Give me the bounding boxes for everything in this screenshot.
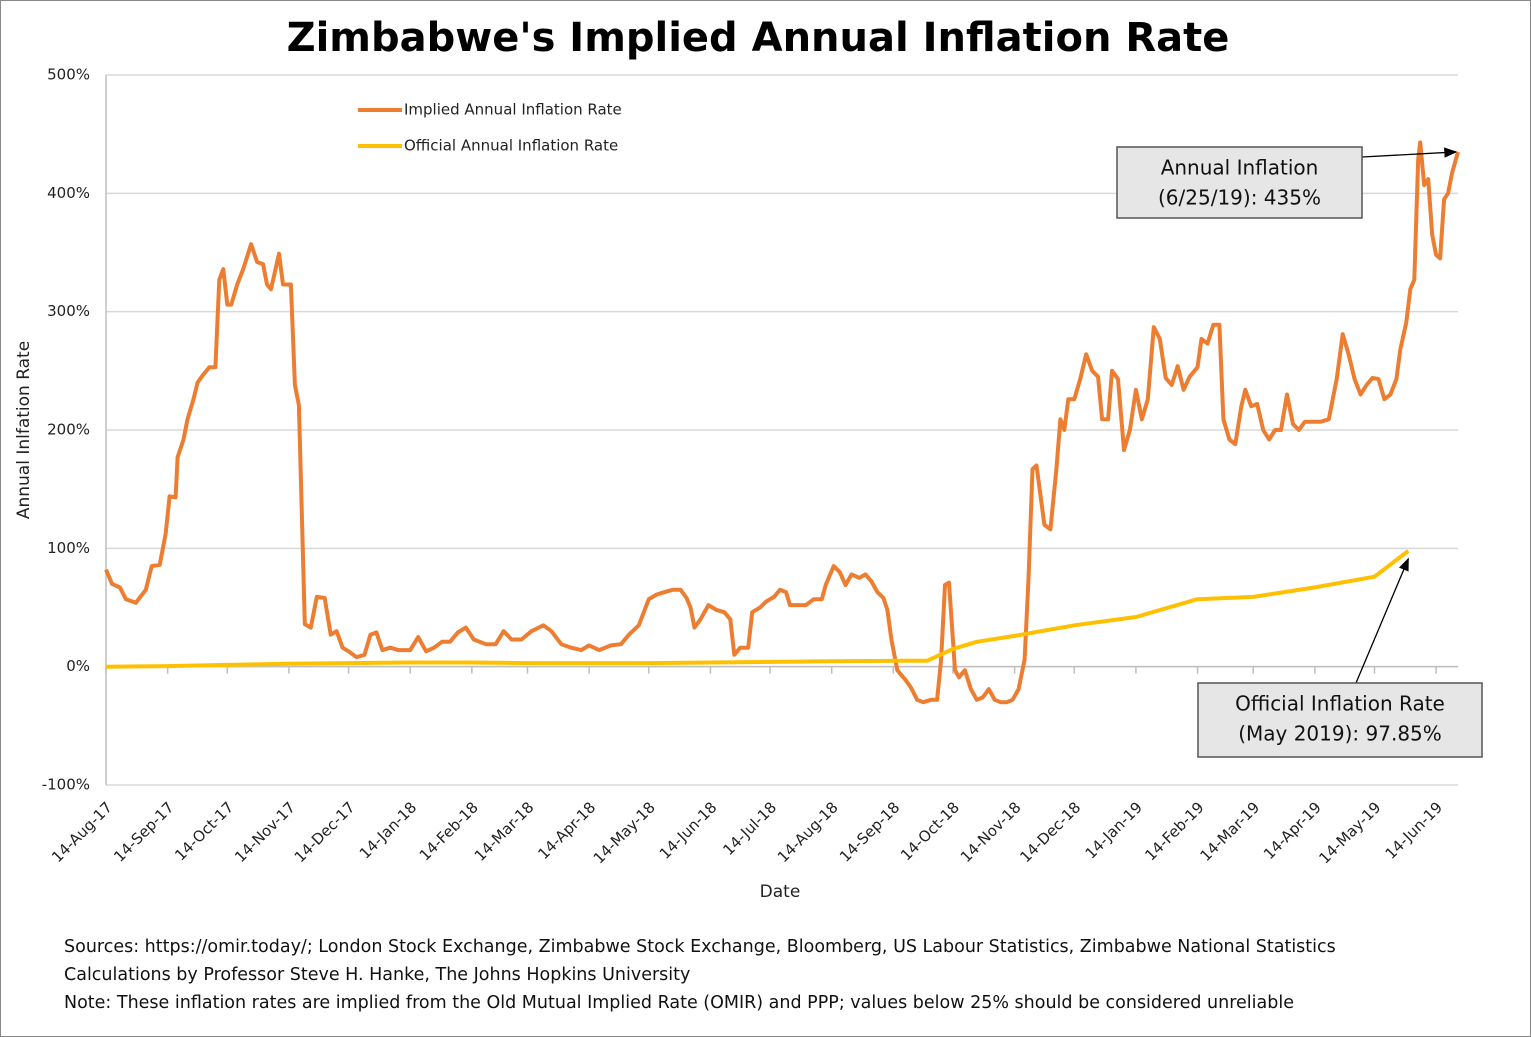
y-tick-label: 300% bbox=[47, 302, 90, 320]
annotation-box bbox=[1197, 682, 1483, 758]
annotation-box bbox=[1116, 146, 1363, 219]
x-axis-label: Date bbox=[760, 882, 801, 902]
y-tick-label: 500% bbox=[47, 66, 90, 84]
annotation-text: Official Inflation Rate bbox=[1235, 692, 1445, 716]
legend-label: Implied Annual Inflation Rate bbox=[404, 101, 622, 119]
annotation-arrow bbox=[1361, 147, 1458, 158]
annotation-arrow bbox=[1355, 557, 1409, 684]
data-line bbox=[105, 549, 1410, 669]
y-tick-label: 100% bbox=[47, 539, 90, 557]
y-tick-label: -100% bbox=[42, 776, 90, 794]
y-tick-label: 0% bbox=[66, 657, 90, 675]
annotation-text: Annual Inflation bbox=[1161, 156, 1319, 180]
annotation-text: (6/25/19): 435% bbox=[1158, 186, 1321, 210]
disclaimer-note: Note: These inflation rates are implied … bbox=[64, 993, 1294, 1013]
annotation-text: (May 2019): 97.85% bbox=[1238, 722, 1442, 746]
y-tick-label: 400% bbox=[47, 184, 90, 202]
y-tick-label: 200% bbox=[47, 421, 90, 439]
chart-title: Zimbabwe's Implied Annual Inflation Rate bbox=[287, 15, 1230, 61]
credit-note: Calculations by Professor Steve H. Hanke… bbox=[64, 965, 690, 985]
legend-label: Official Annual Inflation Rate bbox=[404, 137, 618, 155]
source-note: Sources: https://omir.today/; London Sto… bbox=[64, 937, 1336, 957]
data-line bbox=[104, 140, 1460, 705]
y-axis-label: Annual Inlfation Rate bbox=[14, 341, 34, 519]
